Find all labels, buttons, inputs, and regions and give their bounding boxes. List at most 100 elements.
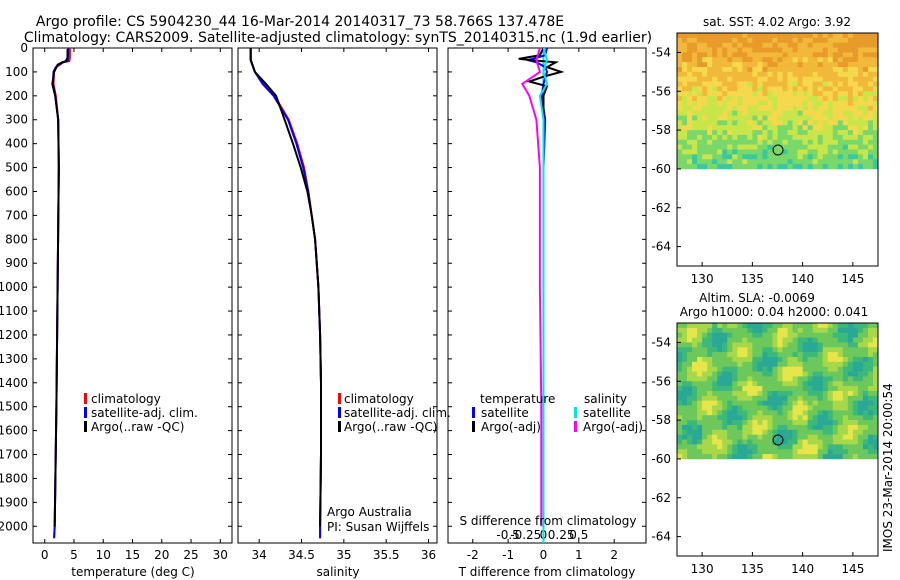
heatmap-cell [677, 356, 683, 363]
heatmap-cell [837, 71, 844, 77]
heatmap-cell [867, 424, 874, 431]
heatmap-cell [762, 105, 768, 111]
heatmap-cell [832, 96, 839, 102]
heatmap-cell [722, 110, 728, 116]
heatmap-cell [717, 337, 723, 343]
heatmap-cell [742, 120, 748, 126]
heatmap-cell [727, 337, 733, 343]
heatmap-cell [737, 449, 743, 455]
heatmap-cell [767, 352, 773, 358]
heatmap-cell [782, 66, 788, 73]
heatmap-cell [822, 424, 829, 431]
heatmap-cell [717, 386, 723, 392]
heatmap-cell [707, 332, 713, 338]
heatmap-cell [777, 454, 783, 460]
heatmap-cell [857, 42, 864, 48]
heatmap-cell [792, 154, 798, 160]
heatmap-cell [687, 361, 693, 367]
heatmap-cell [862, 115, 869, 121]
heatmap-cell [737, 410, 743, 416]
heatmap-cell [752, 96, 758, 102]
x-tick-label: 15 [125, 548, 140, 562]
heatmap-cell [787, 144, 793, 150]
heatmap-cell [837, 81, 844, 87]
heatmap-cell [817, 125, 824, 131]
heatmap-cell [747, 332, 753, 338]
heatmap-cell [777, 327, 783, 333]
heatmap-cell [797, 449, 803, 455]
heatmap-cell [867, 361, 874, 367]
heatmap-cell [732, 323, 738, 329]
heatmap-cell [812, 420, 818, 426]
heatmap-cell [717, 57, 723, 63]
heatmap-cell [717, 139, 723, 145]
heatmap-cell [812, 415, 818, 421]
heatmap-cell [737, 91, 743, 97]
heatmap-cell [822, 100, 829, 107]
heatmap-cell [737, 405, 743, 411]
heatmap-cell [857, 66, 864, 73]
map-y-tick-label: -58 [651, 413, 671, 427]
heatmap-cell [677, 323, 683, 329]
heatmap-cell [727, 149, 733, 155]
heatmap-cell [812, 154, 818, 160]
heatmap-cell [852, 449, 859, 455]
heatmap-cell [727, 390, 733, 397]
heatmap-cell [707, 76, 713, 82]
depth-tick-label: 100 [5, 65, 28, 79]
heatmap-cell [742, 342, 748, 348]
heatmap-cell [677, 120, 683, 126]
heatmap-cell [797, 120, 803, 126]
heatmap-cell [677, 105, 683, 111]
heatmap-cell [847, 342, 854, 348]
heatmap-cell [762, 366, 768, 372]
heatmap-cell [812, 139, 818, 145]
heatmap-cell [677, 444, 683, 450]
heatmap-cell [707, 390, 713, 397]
heatmap-cell [872, 415, 879, 421]
heatmap-cell [742, 86, 748, 92]
heatmap-cell [787, 81, 793, 87]
heatmap-cell [737, 76, 743, 82]
heatmap-cell [732, 337, 738, 343]
heatmap-cell [707, 424, 713, 431]
heatmap-cell [707, 144, 713, 150]
heatmap-cell [762, 110, 768, 116]
heatmap-cell [862, 33, 869, 39]
heatmap-cell [782, 110, 788, 116]
secondary-tick-label: -0.5 [496, 528, 519, 542]
heatmap-cell [687, 366, 693, 372]
heatmap-cell [757, 395, 763, 401]
heatmap-cell [872, 42, 879, 48]
heatmap-cell [867, 120, 874, 126]
heatmap-cell [862, 415, 869, 421]
heatmap-cell [812, 81, 818, 87]
depth-tick-label: 1400 [0, 376, 28, 390]
heatmap-cell [707, 139, 713, 145]
heatmap-cell [727, 159, 733, 165]
heatmap-cell [762, 337, 768, 343]
heatmap-cell [832, 62, 839, 68]
heatmap-cell [852, 332, 859, 338]
heatmap-cell [827, 100, 834, 107]
heatmap-cell [682, 62, 688, 68]
heatmap-cell [807, 134, 813, 141]
heatmap-cell [757, 323, 763, 329]
heatmap-cell [797, 100, 803, 107]
heatmap-cell [727, 37, 733, 43]
heatmap-cell [857, 439, 864, 445]
heatmap-cell [867, 327, 874, 333]
heatmap-cell [687, 347, 693, 353]
heatmap-cell [717, 37, 723, 43]
heatmap-cell [732, 327, 738, 333]
heatmap-cell [732, 439, 738, 445]
heatmap-cell [797, 410, 803, 416]
heatmap-cell [832, 115, 839, 121]
heatmap-cell [742, 57, 748, 63]
heatmap-cell [787, 71, 793, 77]
heatmap-cell [752, 400, 758, 406]
heatmap-cell [872, 434, 879, 440]
heatmap-cell [872, 37, 879, 43]
heatmap-cell [757, 71, 763, 77]
heatmap-cell [822, 415, 829, 421]
